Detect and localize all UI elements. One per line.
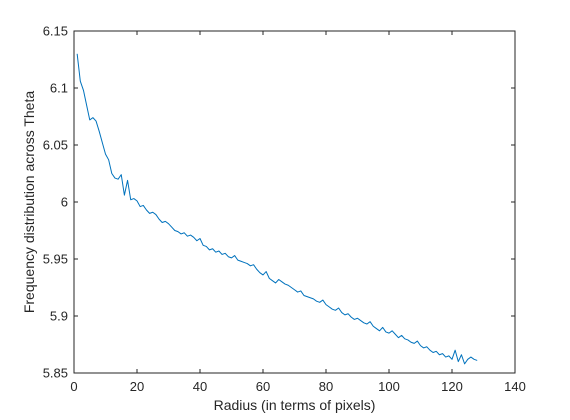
y-tick-label: 6.1 [50,81,68,96]
x-tick-label: 140 [504,379,526,394]
y-tick-label: 5.85 [43,366,68,381]
axes-box [73,30,516,374]
y-axis-label: Frequency distribution across Theta [21,91,37,314]
y-tick-label: 6.15 [43,24,68,39]
x-tick-label: 80 [319,379,333,394]
axis-tick-labels: 0 20 40 60 80 100 120 140 5.85 5.9 5.95 6 6.05 6.1 6.1… [43,24,526,395]
x-tick-label: 20 [130,379,144,394]
x-tick-label: 120 [441,379,463,394]
y-tick-label: 5.9 [50,309,68,324]
y-tick-label: 6.05 [43,138,68,153]
plot-area [74,31,515,373]
x-tick-label: 60 [256,379,270,394]
y-tick-label: 5.95 [43,252,68,267]
x-tick-label: 0 [70,379,77,394]
x-tick-label: 40 [193,379,207,394]
x-axis-label: Radius (in terms of pixels) [214,397,376,413]
x-tick-label: 100 [378,379,400,394]
y-tick-label: 6 [61,195,68,210]
series-line [76,53,478,365]
